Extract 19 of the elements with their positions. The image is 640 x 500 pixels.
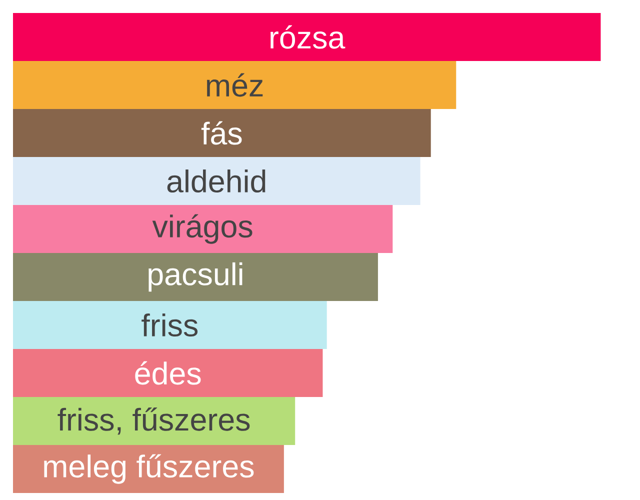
y-tick-label: aldehid (167, 169, 266, 193)
y-tick-label: fás (201, 121, 242, 145)
bar (13, 109, 431, 158)
bar (13, 205, 393, 254)
bar (13, 61, 456, 110)
y-tick-label: friss, fűszeres (58, 407, 250, 435)
bar (13, 301, 327, 350)
bar (13, 13, 601, 62)
y-tick-label: meleg fűszeres (44, 454, 254, 484)
bar (13, 253, 378, 302)
y-tick-label: rózsa (270, 25, 346, 49)
y-tick-label: édes (135, 361, 201, 385)
y-tick-label: friss (142, 313, 198, 337)
y-tick-label: méz (207, 73, 263, 97)
bar (13, 157, 420, 206)
y-tick-label: pacsuli (148, 262, 242, 292)
bar (13, 397, 296, 446)
bar (13, 349, 323, 398)
y-tick-label: virágos (152, 214, 252, 244)
